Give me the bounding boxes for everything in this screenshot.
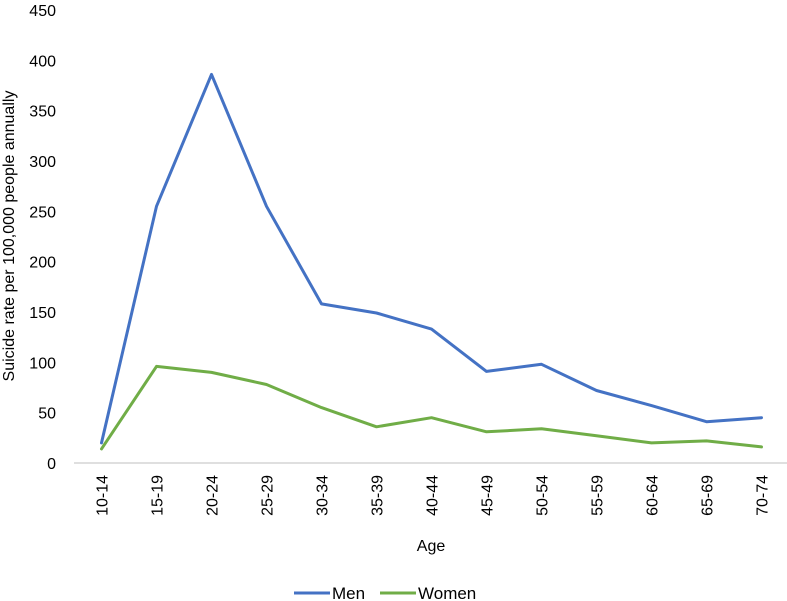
legend-label: Women	[418, 584, 476, 601]
y-tick-label: 300	[29, 154, 56, 171]
x-tick-label: 55-59	[590, 475, 607, 516]
x-tick-label: 40-44	[425, 475, 442, 516]
series-lines	[100, 72, 763, 451]
x-tick-label: 50-54	[535, 475, 552, 516]
legend: Men Women	[294, 584, 476, 601]
y-tick-label: 350	[29, 104, 56, 121]
x-tick-label: 25-29	[260, 475, 277, 516]
x-tick-label: 10-14	[95, 475, 112, 516]
legend-item-women: Women	[380, 584, 476, 601]
x-tick-label: 20-24	[205, 475, 222, 516]
y-tick-label: 450	[29, 3, 56, 20]
series-line-women	[100, 364, 763, 451]
x-tick-label: 30-34	[315, 475, 332, 516]
x-tick-label: 15-19	[150, 475, 167, 516]
y-tick-label: 0	[47, 456, 56, 473]
x-tick-label: 45-49	[480, 475, 497, 516]
x-tick-label: 35-39	[370, 475, 387, 516]
x-tick-label: 70-74	[755, 475, 772, 516]
series-line-men	[100, 72, 763, 445]
legend-item-men: Men	[294, 584, 365, 601]
y-tick-label: 50	[38, 406, 56, 423]
x-tick-label: 60-64	[645, 475, 662, 516]
y-axis-label: Suicide rate per 100,000 people annually	[1, 91, 18, 382]
x-axis-label: Age	[417, 538, 446, 555]
y-axis-ticks: 0 50 100 150 200 250 300 350 400 450	[29, 3, 56, 473]
y-tick-label: 250	[29, 204, 56, 221]
y-tick-label: 150	[29, 305, 56, 322]
y-tick-label: 100	[29, 355, 56, 372]
x-axis-ticks: 10-14 15-19 20-24 25-29 30-34 35-39 40-44 45-49…	[95, 475, 772, 516]
legend-label: Men	[332, 584, 365, 601]
y-tick-label: 200	[29, 255, 56, 272]
y-tick-label: 400	[29, 53, 56, 70]
x-tick-label: 65-69	[700, 475, 717, 516]
